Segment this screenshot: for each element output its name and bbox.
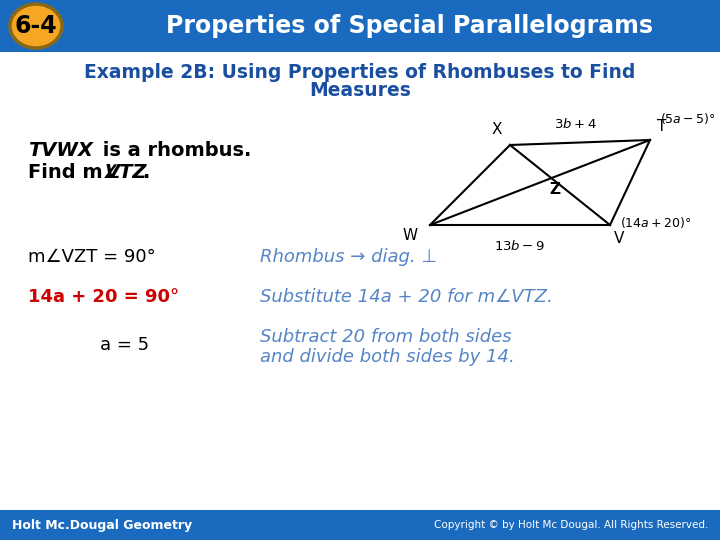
Text: X: X [492, 122, 502, 137]
Text: Subtract 20 from both sides: Subtract 20 from both sides [260, 328, 512, 346]
Text: $3b + 4$: $3b + 4$ [554, 118, 596, 132]
Ellipse shape [10, 4, 62, 48]
Bar [0, 52, 720, 512]
Bar [0, 510, 720, 540]
Bar [0, 0, 720, 52]
Text: Substitute 14a + 20 for m∠VTZ.: Substitute 14a + 20 for m∠VTZ. [260, 288, 553, 306]
Text: m∠VZT = 90°: m∠VZT = 90° [28, 248, 156, 266]
Text: $(5a - 5)°$: $(5a - 5)°$ [660, 111, 716, 126]
Text: Holt Mc.Dougal Geometry: Holt Mc.Dougal Geometry [12, 518, 192, 531]
Text: TVWX: TVWX [28, 140, 93, 159]
Text: .: . [143, 163, 150, 181]
Text: V: V [614, 231, 624, 246]
Text: VTZ: VTZ [105, 163, 148, 181]
Text: Z: Z [549, 182, 560, 197]
Text: Example 2B: Using Properties of Rhombuses to Find: Example 2B: Using Properties of Rhombuse… [84, 63, 636, 82]
Text: T: T [657, 119, 667, 134]
Text: Copyright © by Holt Mc Dougal. All Rights Reserved.: Copyright © by Holt Mc Dougal. All Right… [433, 520, 708, 530]
Text: Measures: Measures [309, 82, 411, 100]
Text: W: W [403, 228, 418, 243]
Text: Find m∠: Find m∠ [28, 163, 120, 181]
Text: Rhombus → diag. ⊥: Rhombus → diag. ⊥ [260, 248, 437, 266]
Text: 14a + 20 = 90°: 14a + 20 = 90° [28, 288, 179, 306]
Text: 6-4: 6-4 [14, 14, 58, 38]
Text: is a rhombus.: is a rhombus. [96, 140, 251, 159]
Text: $13b - 9$: $13b - 9$ [495, 239, 546, 253]
Text: $(14a + 20)°$: $(14a + 20)°$ [620, 215, 692, 231]
Text: and divide both sides by 14.: and divide both sides by 14. [260, 348, 515, 366]
Text: a = 5: a = 5 [100, 336, 149, 354]
Text: Properties of Special Parallelograms: Properties of Special Parallelograms [166, 14, 654, 38]
